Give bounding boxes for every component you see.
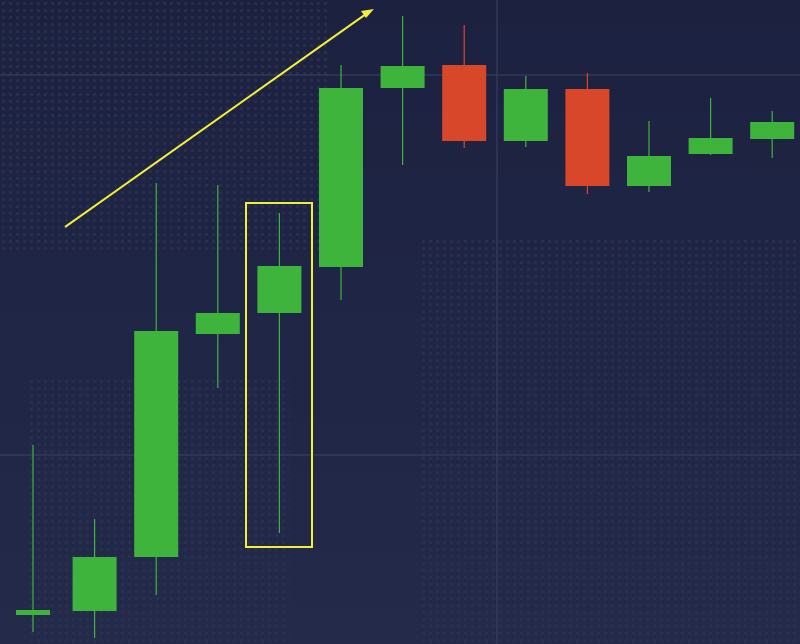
map-region	[420, 240, 800, 644]
candle-body	[319, 88, 363, 267]
candle-body	[134, 331, 179, 557]
candle-body	[16, 610, 50, 615]
candles	[16, 16, 795, 638]
candle-body	[72, 557, 117, 611]
candle-body	[565, 89, 610, 186]
map-region	[0, 0, 330, 250]
trend-arrow	[64, 13, 367, 228]
candle-body	[442, 65, 487, 141]
candle-body	[257, 266, 302, 313]
candle-body	[503, 89, 548, 141]
arrow-head	[361, 9, 374, 18]
highlight-box	[245, 202, 313, 548]
candle-body	[627, 156, 671, 186]
candle-body	[380, 66, 425, 88]
candle-body	[750, 122, 795, 139]
candle-body	[688, 138, 733, 154]
candle-body	[195, 313, 240, 334]
